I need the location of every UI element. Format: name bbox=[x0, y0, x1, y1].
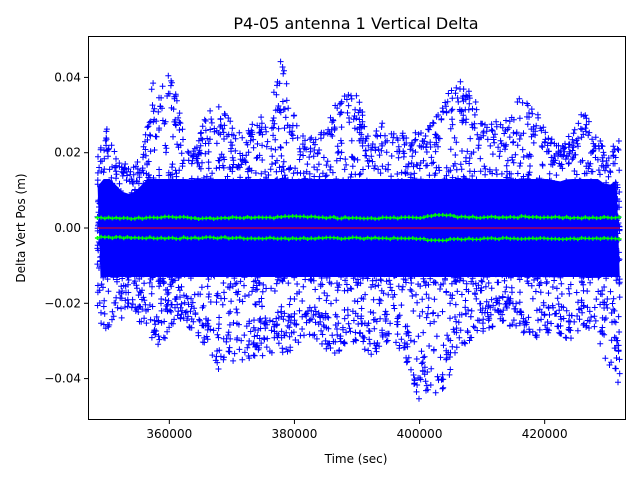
y-tick-label: −0.04 bbox=[44, 372, 81, 386]
x-tick-label: 400000 bbox=[397, 427, 443, 441]
y-tick-label: 0.02 bbox=[54, 146, 81, 160]
y-axis-label: Delta Vert Pos (m) bbox=[14, 173, 28, 282]
x-axis: 360000 380000 400000 420000 bbox=[146, 420, 568, 441]
sigma-band bbox=[94, 212, 622, 243]
x-tick-label: 360000 bbox=[146, 427, 192, 441]
sigma-lower-marks bbox=[94, 234, 622, 243]
y-tick-label: −0.02 bbox=[44, 296, 81, 310]
x-axis-label: Time (sec) bbox=[324, 452, 388, 466]
plot-area bbox=[94, 58, 623, 402]
chart-title: P4-05 antenna 1 Vertical Delta bbox=[233, 14, 478, 33]
y-axis: −0.04 −0.02 0.00 0.02 0.04 bbox=[44, 70, 88, 386]
y-tick-label: 0.04 bbox=[54, 70, 81, 84]
x-tick-label: 380000 bbox=[272, 427, 318, 441]
series-point-marks bbox=[94, 58, 623, 402]
sigma-upper-marks bbox=[94, 212, 622, 221]
axes-frame bbox=[88, 36, 626, 420]
x-tick-label: 420000 bbox=[522, 427, 568, 441]
y-tick-label: 0.00 bbox=[54, 221, 81, 235]
